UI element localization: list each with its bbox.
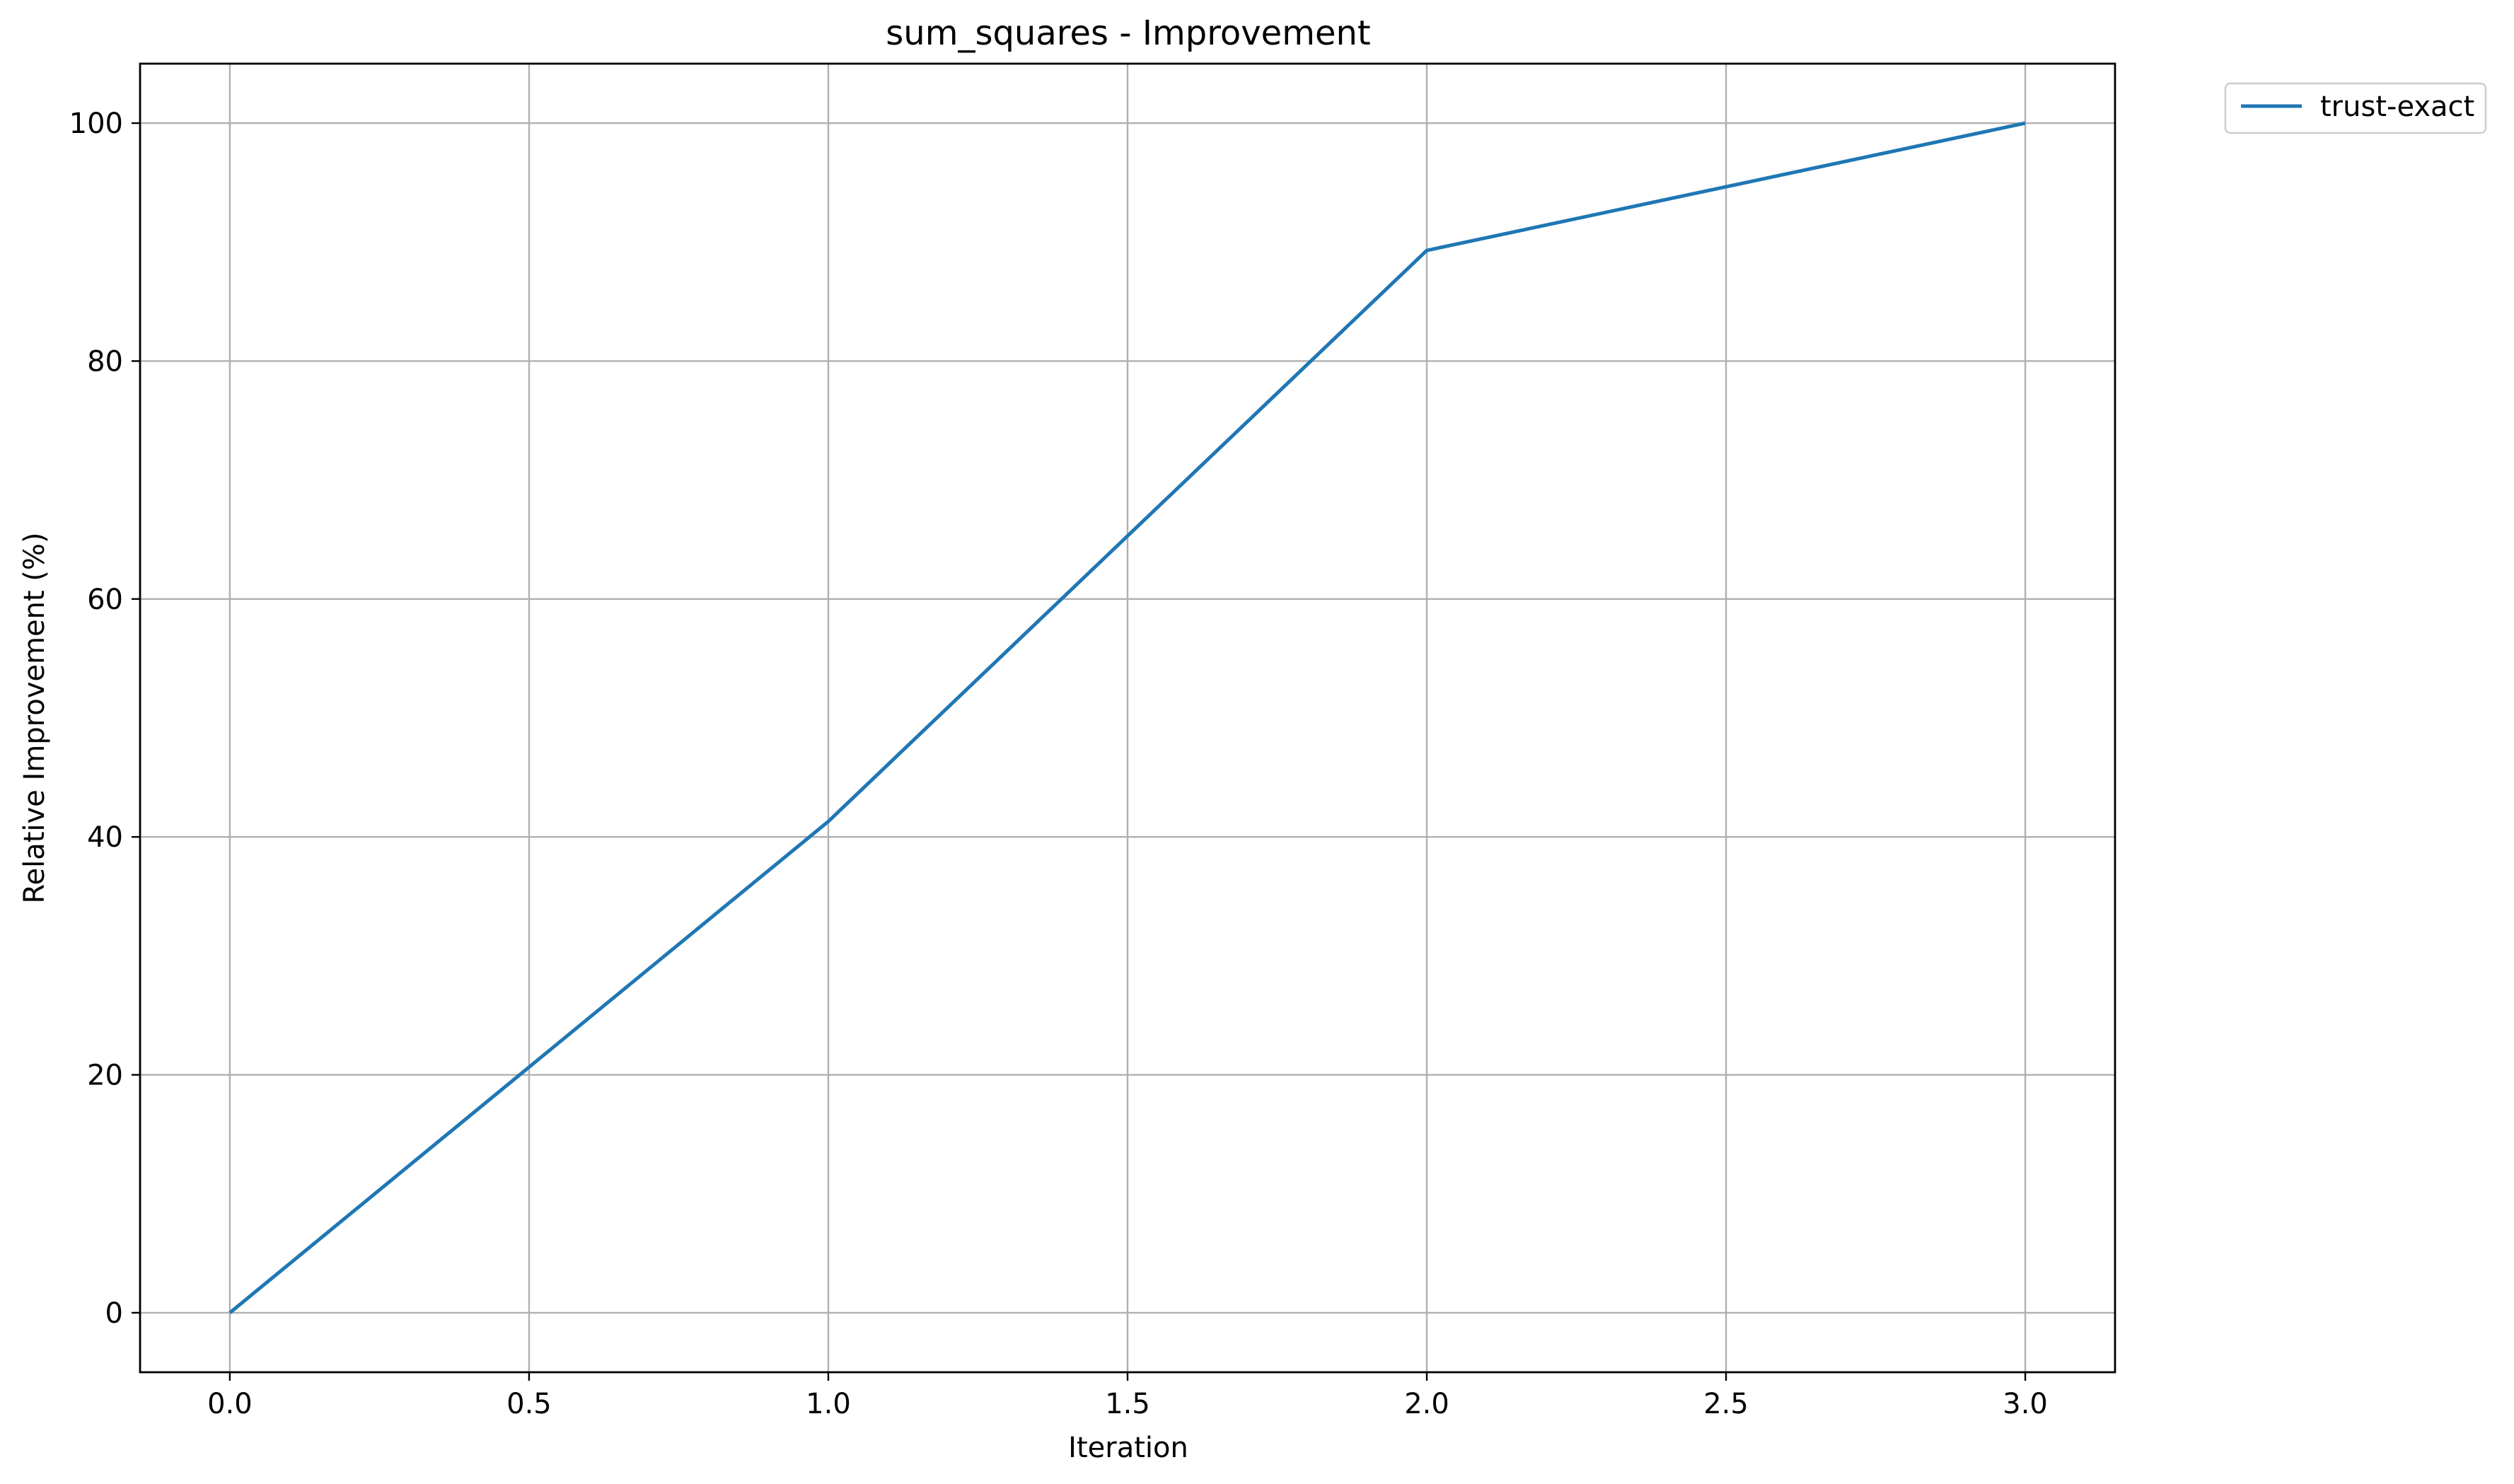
x-tick-label: 0.0 [207, 1388, 253, 1420]
y-axis-ticks: 0 20 40 60 80 100 [69, 108, 140, 1330]
legend: trust-exact [2224, 82, 2487, 134]
x-tick-label: 2.5 [1703, 1388, 1749, 1420]
y-tick-label: 20 [87, 1060, 123, 1092]
x-tick-label: 3.0 [2003, 1388, 2048, 1420]
legend-box [2224, 82, 2487, 134]
y-tick-label: 60 [87, 584, 123, 616]
x-tick-label: 2.0 [1404, 1388, 1449, 1420]
y-axis-title: Relative Improvement (%) [18, 532, 51, 903]
x-axis-ticks: 0.0 0.5 1.0 1.5 2.0 2.5 3.0 [207, 1372, 2048, 1420]
x-tick-label: 1.0 [806, 1388, 851, 1420]
series-lines [228, 121, 2026, 1314]
y-tick-label: 100 [69, 108, 123, 140]
x-tick-label: 0.5 [506, 1388, 552, 1420]
series-line-trust-exact [228, 121, 2026, 1314]
y-tick-label: 40 [87, 821, 123, 854]
x-tick-label: 1.5 [1105, 1388, 1150, 1420]
grid [140, 64, 2115, 1372]
y-tick-label: 0 [105, 1297, 123, 1330]
y-tick-label: 80 [87, 345, 123, 378]
x-axis-title: Iteration [1068, 1432, 1188, 1464]
legend-label-trust-exact: trust-exact [2320, 91, 2474, 123]
chart-title: sum_squares - Improvement [886, 13, 1370, 53]
